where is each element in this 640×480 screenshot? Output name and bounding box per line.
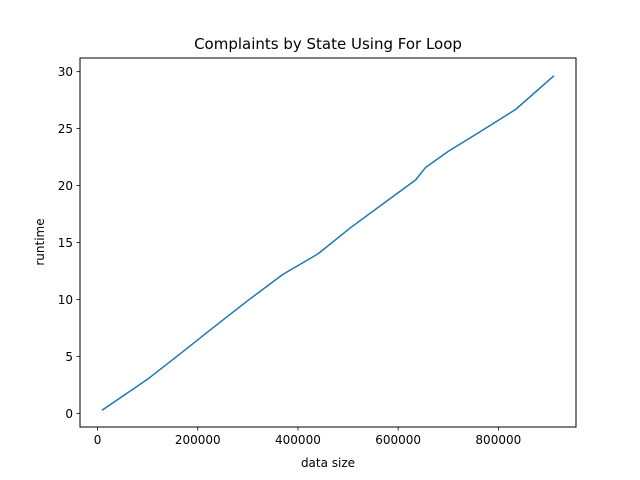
x-axis-label: data size xyxy=(301,456,355,470)
plot-area xyxy=(79,57,577,428)
y-tick-label: 0 xyxy=(65,407,73,421)
x-axis: 0 200000 400000 600000 800000 xyxy=(94,427,521,447)
y-tick-label: 10 xyxy=(58,293,73,307)
x-tick-label: 200000 xyxy=(175,433,221,447)
y-tick-label: 15 xyxy=(58,236,73,250)
y-axis: 0 5 10 15 20 25 30 xyxy=(58,65,80,421)
y-axis-label: runtime xyxy=(33,218,47,265)
x-tick-label: 0 xyxy=(94,433,102,447)
series-line xyxy=(101,75,555,411)
y-tick-label: 25 xyxy=(58,122,73,136)
y-tick-label: 30 xyxy=(58,65,73,79)
x-tick-label: 600000 xyxy=(375,433,421,447)
x-tick-label: 800000 xyxy=(475,433,521,447)
axes-frame xyxy=(79,57,577,428)
x-tick-label: 400000 xyxy=(275,433,321,447)
y-tick-label: 5 xyxy=(65,350,73,364)
chart-title: Complaints by State Using For Loop xyxy=(194,35,462,53)
y-tick-label: 20 xyxy=(58,179,73,193)
